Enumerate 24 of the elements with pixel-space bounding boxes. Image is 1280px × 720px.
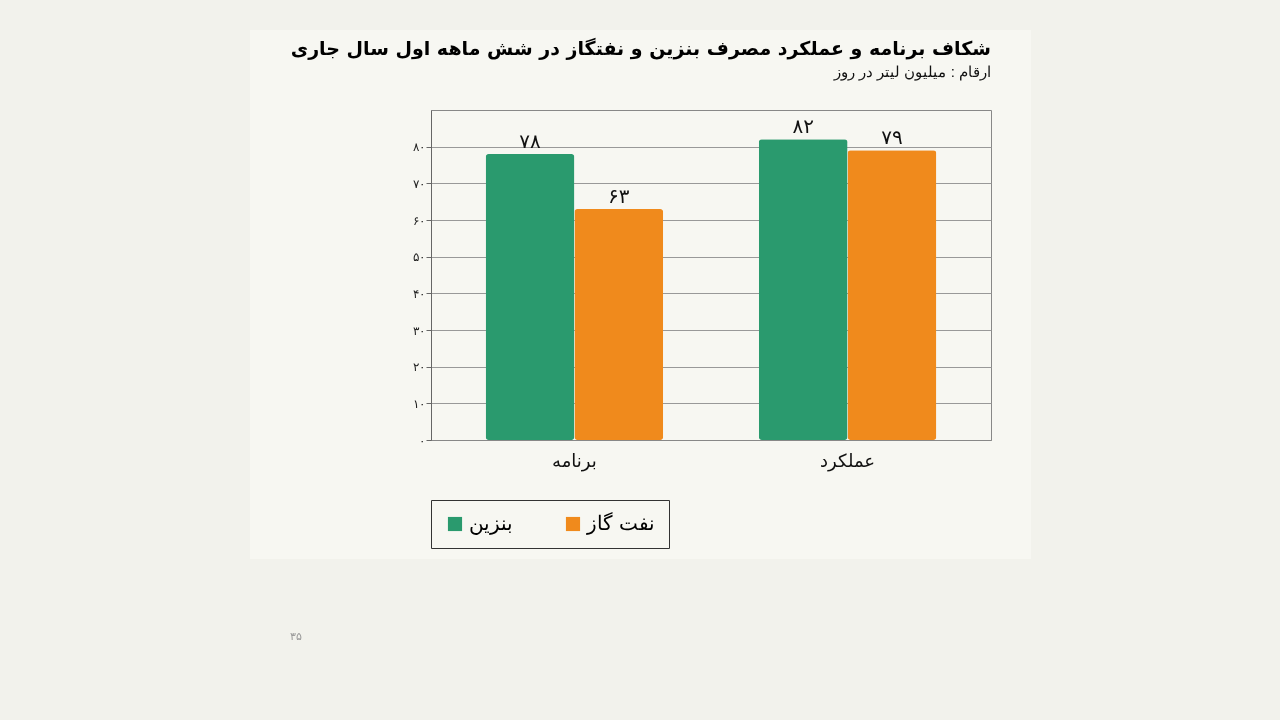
bar [574, 209, 664, 440]
y-tick-label: ۸۰ [412, 140, 425, 155]
legend-label: بنزین [469, 512, 513, 535]
chart-subtitle: ارقام : میلیون لیتر در روز [832, 63, 991, 81]
x-tick-label: عملکرد [820, 449, 876, 472]
y-tick-label: ۱۰ [412, 396, 425, 411]
x-tick-label: برنامه [552, 449, 597, 472]
data-label: ۷۹ [881, 125, 903, 150]
bar [847, 150, 937, 440]
y-tick-label: ۶۰ [412, 213, 425, 228]
y-tick-label: ۳۰ [412, 323, 425, 338]
data-label: ۶۳ [608, 184, 630, 208]
y-tick-label: ۵۰ [412, 250, 425, 265]
y-tick-label: ۲۰ [412, 360, 425, 375]
y-tick-label: ۷۰ [412, 176, 425, 191]
data-label: ۸۲ [792, 114, 814, 139]
chart-title: شکاف برنامه و عملکرد مصرف بنزین و نفتگاز در شش ماهه اول سال جاری [290, 37, 991, 60]
y-tick-label: ۴۰ [412, 286, 425, 301]
bar [485, 154, 575, 440]
text: ۳۵ [290, 630, 302, 643]
data-label: ۷۸ [519, 129, 542, 153]
y-tick-label: ۰ [418, 433, 425, 448]
bar [758, 139, 848, 440]
legend-label: نفت گاز [586, 512, 655, 535]
